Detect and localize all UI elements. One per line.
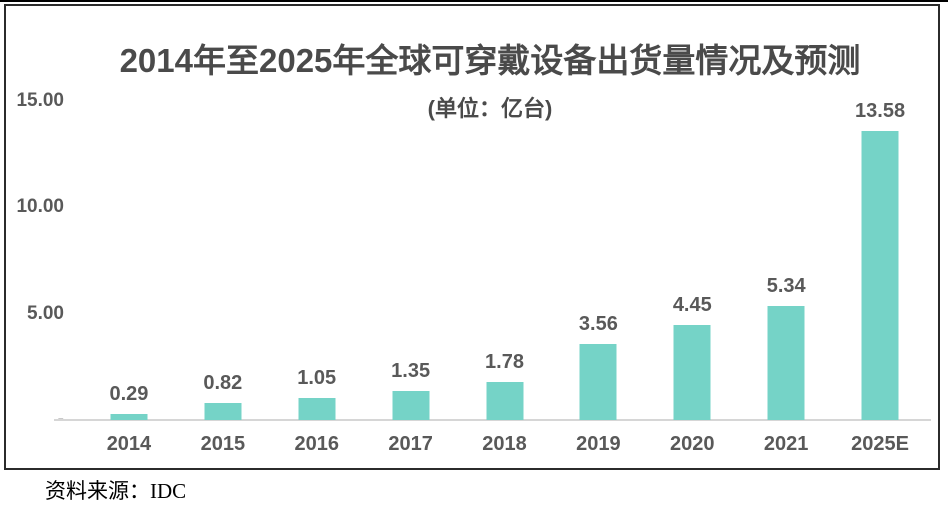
bar	[861, 130, 899, 420]
y-axis-tick: 15.00	[16, 89, 64, 111]
x-axis-line	[54, 419, 931, 421]
bar	[392, 391, 430, 420]
x-axis-label: 2020	[670, 433, 715, 455]
bar	[204, 402, 242, 420]
x-axis-label: 2019	[576, 433, 621, 455]
bar-value-label: 0.82	[203, 371, 243, 394]
bars-container: 0.29 2014 0.82 2015 1.05 2016 1.35 2017 1.78 2018…	[82, 90, 927, 455]
x-axis-label: 2018	[482, 433, 527, 455]
bar	[486, 382, 523, 420]
x-axis-label: 2016	[294, 433, 339, 455]
bar	[298, 397, 336, 420]
x-axis-label: 2015	[200, 433, 246, 455]
bar-value-label: 4.45	[672, 294, 712, 317]
source-note: 资料来源：IDC	[45, 479, 187, 503]
chart-subtitle: (单位：亿台)	[427, 96, 553, 121]
bar-value-label: 1.35	[391, 360, 431, 383]
x-axis-label: 2017	[388, 433, 433, 455]
top-divider	[0, 0, 948, 2]
bar-column: 0.29 2014	[82, 90, 176, 455]
bar-column: 3.56 2019	[551, 90, 645, 455]
bar-column: 0.82 2015	[176, 90, 270, 455]
bar	[110, 413, 148, 420]
bar-value-label: 1.05	[297, 366, 337, 389]
x-axis-label: 2021	[763, 433, 809, 455]
bar-column: 5.34 2021	[739, 90, 833, 455]
bar-value-label: 3.56	[578, 313, 618, 336]
x-axis-label: 2025E	[851, 433, 909, 455]
bar-column: 1.78 2018	[458, 90, 552, 455]
bar-value-label: 1.78	[485, 351, 524, 374]
bar	[767, 306, 805, 420]
bar	[673, 325, 711, 420]
x-axis-label: 2014	[106, 433, 152, 455]
bar-column: 4.45 2020	[645, 90, 739, 455]
chart-panel: 2014年至2025年全球可穿戴设备出货量情况及预测 (单位：亿台) 15.00…	[4, 4, 940, 470]
bar-column: 1.35 2017	[364, 90, 458, 455]
bar-column: 13.58 2025E	[833, 90, 927, 455]
chart-title: 2014年至2025年全球可穿戴设备出货量情况及预测	[119, 42, 861, 79]
y-axis-tick: 10.00	[16, 196, 64, 218]
bar-value-label: 0.29	[109, 382, 149, 405]
bar-value-label: 5.34	[766, 275, 806, 298]
y-axis-tick: 5.00	[27, 302, 64, 324]
bar-column: 1.05 2016	[270, 90, 364, 455]
bar	[579, 344, 617, 420]
bar-value-label: 13.58	[855, 99, 906, 122]
